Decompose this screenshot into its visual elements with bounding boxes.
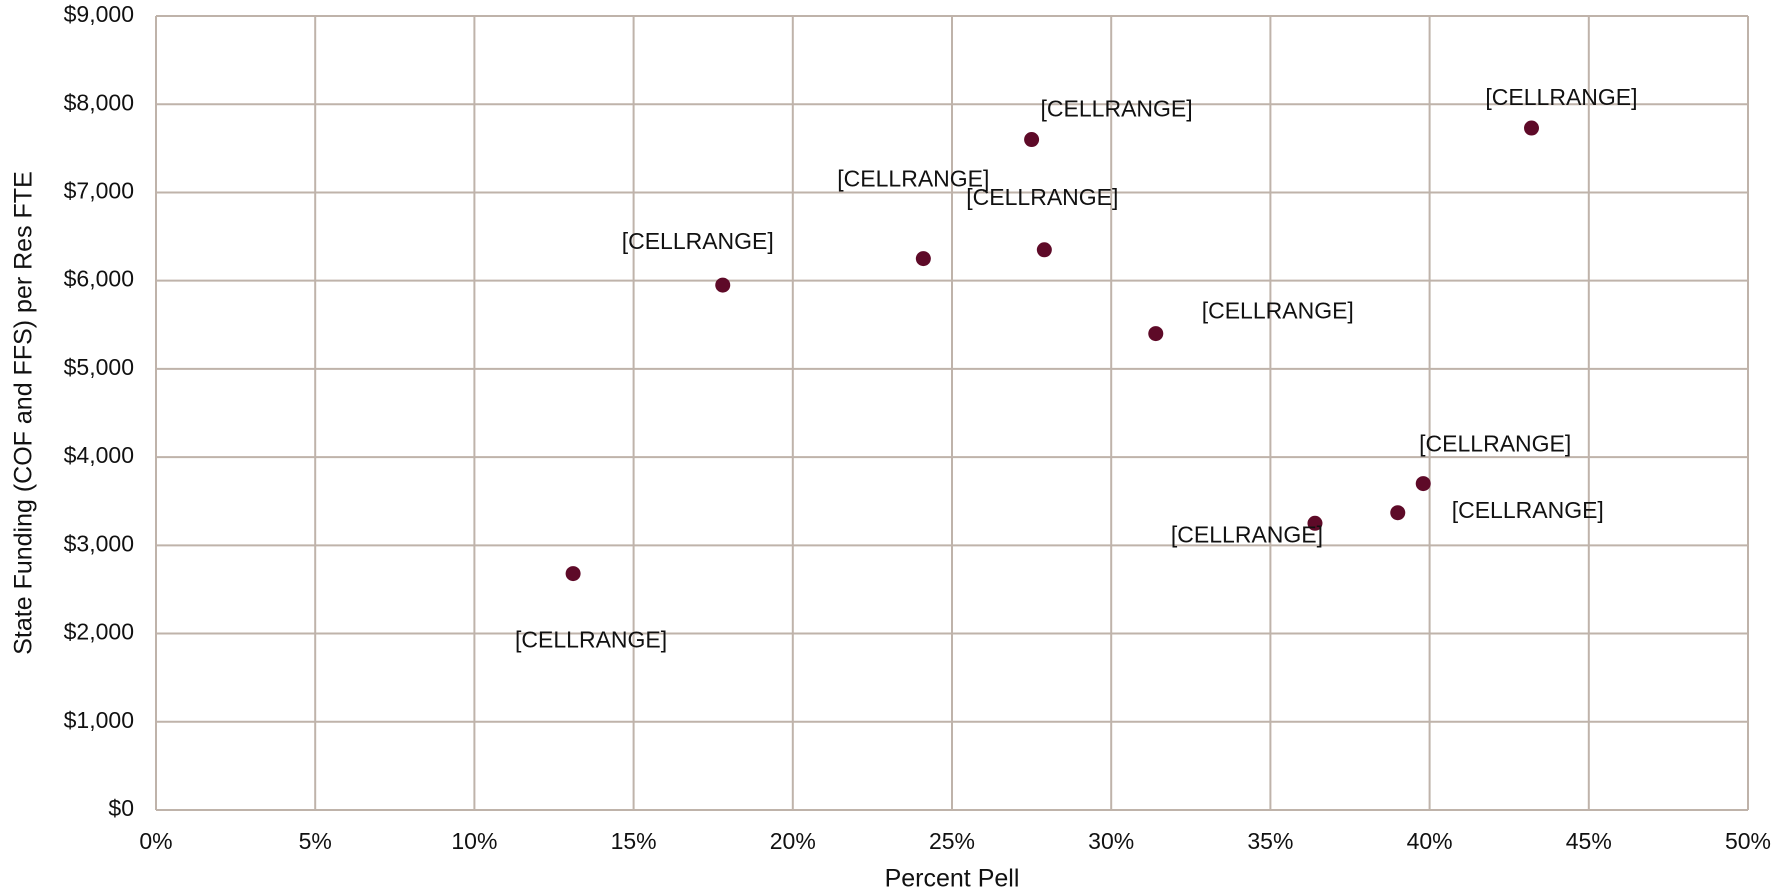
x-tick-label: 35% xyxy=(1247,828,1293,854)
x-tick-label: 45% xyxy=(1566,828,1612,854)
data-label: [CELLRANGE] xyxy=(1202,298,1354,324)
x-tick-label: 0% xyxy=(139,828,172,854)
x-axis-label: Percent Pell xyxy=(885,865,1020,891)
y-tick-label: $2,000 xyxy=(64,619,134,645)
data-label: [CELLRANGE] xyxy=(515,627,667,653)
y-tick-label: $1,000 xyxy=(64,707,134,733)
y-tick-label: $7,000 xyxy=(64,178,134,204)
point xyxy=(1148,326,1164,342)
point xyxy=(1523,120,1539,136)
point xyxy=(1390,505,1406,521)
y-tick-label: $5,000 xyxy=(64,354,134,380)
x-tick-label: 40% xyxy=(1407,828,1453,854)
data-label: [CELLRANGE] xyxy=(1419,431,1571,457)
x-tick-label: 30% xyxy=(1088,828,1134,854)
x-tick-label: 25% xyxy=(929,828,975,854)
x-tick-label: 50% xyxy=(1725,828,1771,854)
point xyxy=(1307,515,1323,531)
data-label: [CELLRANGE] xyxy=(1171,521,1323,547)
point xyxy=(1036,242,1052,258)
y-tick-label: $3,000 xyxy=(64,530,134,556)
data-label: [CELLRANGE] xyxy=(837,166,989,192)
point xyxy=(565,566,581,582)
x-tick-label: 20% xyxy=(770,828,816,854)
y-tick-label: $8,000 xyxy=(64,89,134,115)
y-tick-label: $0 xyxy=(108,795,134,821)
point xyxy=(1415,476,1431,492)
y-tick-label: $4,000 xyxy=(64,442,134,468)
data-label: [CELLRANGE] xyxy=(966,184,1118,210)
y-axis-label: State Funding (COF and FFS) per Res FTE xyxy=(10,171,38,655)
data-label: [CELLRANGE] xyxy=(622,228,774,254)
data-label: [CELLRANGE] xyxy=(1452,497,1604,523)
y-tick-label: $6,000 xyxy=(64,266,134,292)
data-label: [CELLRANGE] xyxy=(1485,84,1637,110)
point xyxy=(1024,132,1040,148)
x-tick-label: 5% xyxy=(299,828,332,854)
point xyxy=(715,277,731,293)
x-tick-label: 10% xyxy=(451,828,497,854)
point xyxy=(915,251,931,267)
y-tick-label: $9,000 xyxy=(64,1,134,27)
x-tick-label: 15% xyxy=(611,828,657,854)
data-label: [CELLRANGE] xyxy=(1041,96,1193,122)
